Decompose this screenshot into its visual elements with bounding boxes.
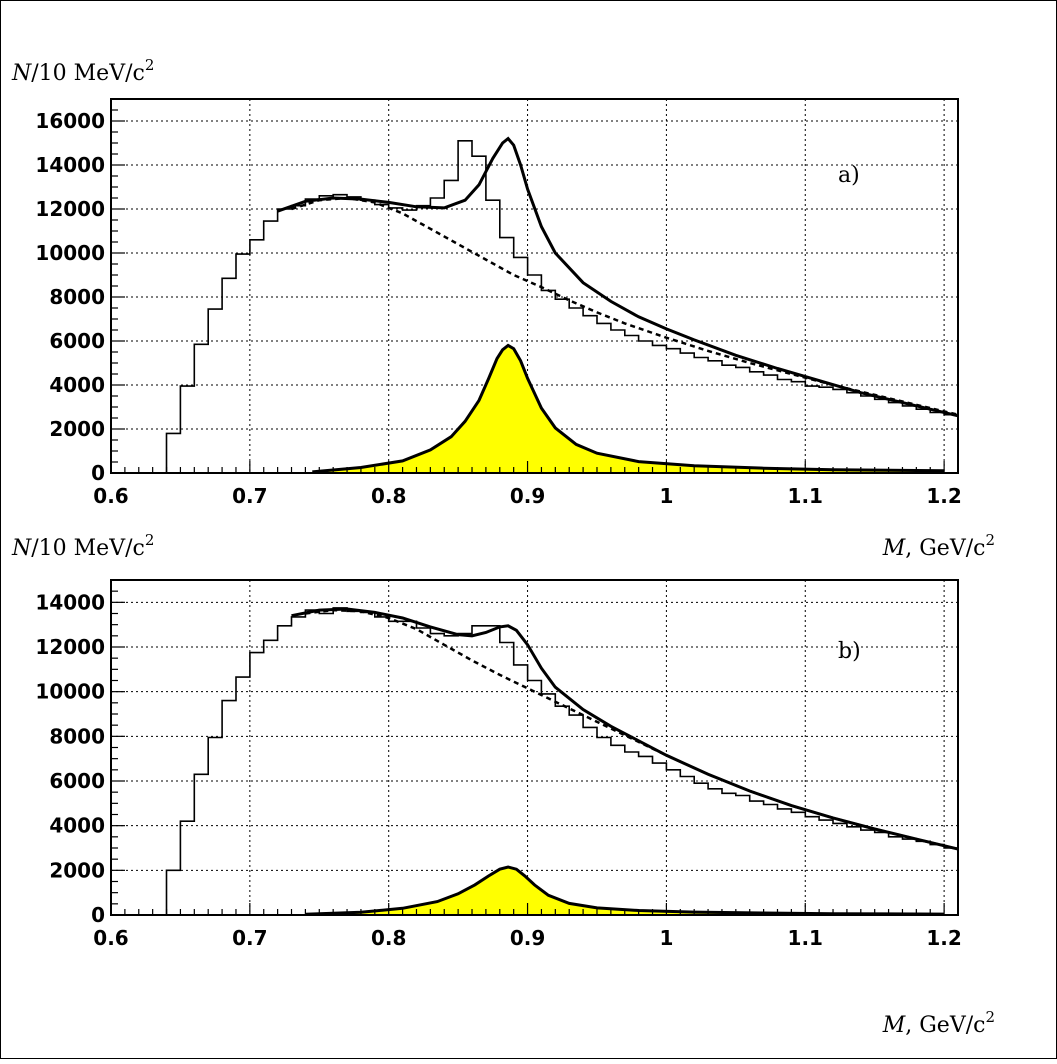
panel-b-ylabel-symbol: N (11, 536, 32, 561)
panel-b-ytick-label-6: 12000 (35, 635, 105, 659)
panel-b-xtick-label-0: 0.6 (93, 926, 128, 950)
panel-a-xtick-label-0: 0.6 (93, 484, 128, 508)
panel-a: N/10 MeV/c2 M, GeV/c2 a) 0.6 0.7 0.8 0.9 1 1.… (11, 56, 995, 561)
panel-b-xlabel-sup: 2 (985, 1008, 995, 1026)
panel-b-ylabel-unit: /10 MeV/c (31, 536, 145, 561)
panel-b-xlabel-symbol: M (882, 1013, 906, 1038)
panel-b: N/10 MeV/c2 M, GeV/c2 b) 0.6 0.7 0.8 0.9 1 1.… (11, 531, 995, 1038)
panel-a-xlabel: M, GeV/c2 (882, 531, 995, 561)
panel-a-xtick-label-3: 0.9 (510, 484, 545, 508)
panel-b-plot-frame (110, 579, 959, 916)
panel-b-ytick-label-7: 14000 (35, 590, 105, 614)
panel-b-xtick-label-6: 1.2 (926, 926, 961, 950)
panel-b-xlabel: M, GeV/c2 (882, 1008, 995, 1038)
panel-a-total-fit (277, 136, 959, 418)
panel-b-ytick-label-1: 2000 (49, 858, 105, 882)
panel-b-xtick-label-5: 1.1 (788, 926, 823, 950)
panel-b-signal-fill (305, 867, 945, 915)
panel-a-signal-fill (312, 345, 945, 473)
panel-b-xtick-label-2: 0.8 (371, 926, 406, 950)
panel-a-xtick-label-4: 1 (659, 484, 673, 508)
panel-a-xtick-label-6: 1.2 (926, 484, 961, 508)
panel-b-ytick-label-2: 4000 (49, 814, 105, 838)
panel-b-xtick-label-3: 0.9 (510, 926, 545, 950)
panel-b-xlabel-unit: , GeV/c (905, 1013, 985, 1038)
panel-b-total-fit (291, 607, 959, 851)
panel-b-ytick-label-5: 10000 (35, 680, 105, 704)
panel-a-ylabel-unit: /10 MeV/c (31, 61, 145, 86)
panel-a-xtick-label-2: 0.8 (371, 484, 406, 508)
panel-a-label: a) (838, 163, 860, 188)
panel-b-ytick-label-4: 8000 (49, 724, 105, 748)
panel-a-ytick-label-1: 2000 (49, 417, 105, 441)
panel-a-signal-curve (312, 343, 945, 474)
panel-a-background-fit (291, 196, 959, 416)
panel-a-ytick-label-0: 0 (91, 461, 105, 485)
panel-a-ytick-label-4: 8000 (49, 285, 105, 309)
panel-b-ylabel-sup: 2 (145, 531, 155, 549)
panel-a-axes: 0.6 0.7 0.8 0.9 1 1.1 1.2 0 2000 4000 6000 8000 1000… (35, 98, 962, 508)
panel-a-xlabel-unit: , GeV/c (905, 536, 985, 561)
panel-a-histogram (152, 140, 958, 474)
panel-a-ytick-label-7: 14000 (35, 153, 105, 177)
panel-a-xtick-label-1: 0.7 (232, 484, 267, 508)
panel-b-xtick-label-1: 0.7 (232, 926, 267, 950)
panel-b-label: b) (838, 639, 861, 664)
panel-a-xtick-label-5: 1.1 (788, 484, 823, 508)
panel-a-ytick-label-2: 4000 (49, 373, 105, 397)
panel-b-ylabel: N/10 MeV/c2 (11, 531, 154, 561)
panel-a-plot-layer (111, 99, 959, 474)
panel-a-ytick-label-5: 10000 (35, 241, 105, 265)
panel-b-axes: 0.6 0.7 0.8 0.9 1 1.1 1.2 0 2000 4000 6000 8000 1000… (35, 579, 962, 950)
panel-a-xlabel-symbol: M (882, 536, 906, 561)
panel-b-plot-layer (111, 580, 959, 916)
panel-a-ylabel-symbol: N (11, 61, 32, 86)
panel-b-ytick-label-3: 6000 (49, 769, 105, 793)
panel-a-ytick-label-3: 6000 (49, 329, 105, 353)
panel-b-signal-curve (305, 865, 945, 916)
panel-a-xlabel-sup: 2 (985, 531, 995, 549)
panel-b-ytick-label-0: 0 (91, 903, 105, 927)
panel-a-ytick-label-6: 12000 (35, 197, 105, 221)
panel-a-ylabel: N/10 MeV/c2 (11, 56, 154, 86)
panel-a-ylabel-sup: 2 (145, 56, 155, 74)
panel-b-xtick-label-4: 1 (659, 926, 673, 950)
panel-a-ytick-label-8: 16000 (35, 109, 105, 133)
